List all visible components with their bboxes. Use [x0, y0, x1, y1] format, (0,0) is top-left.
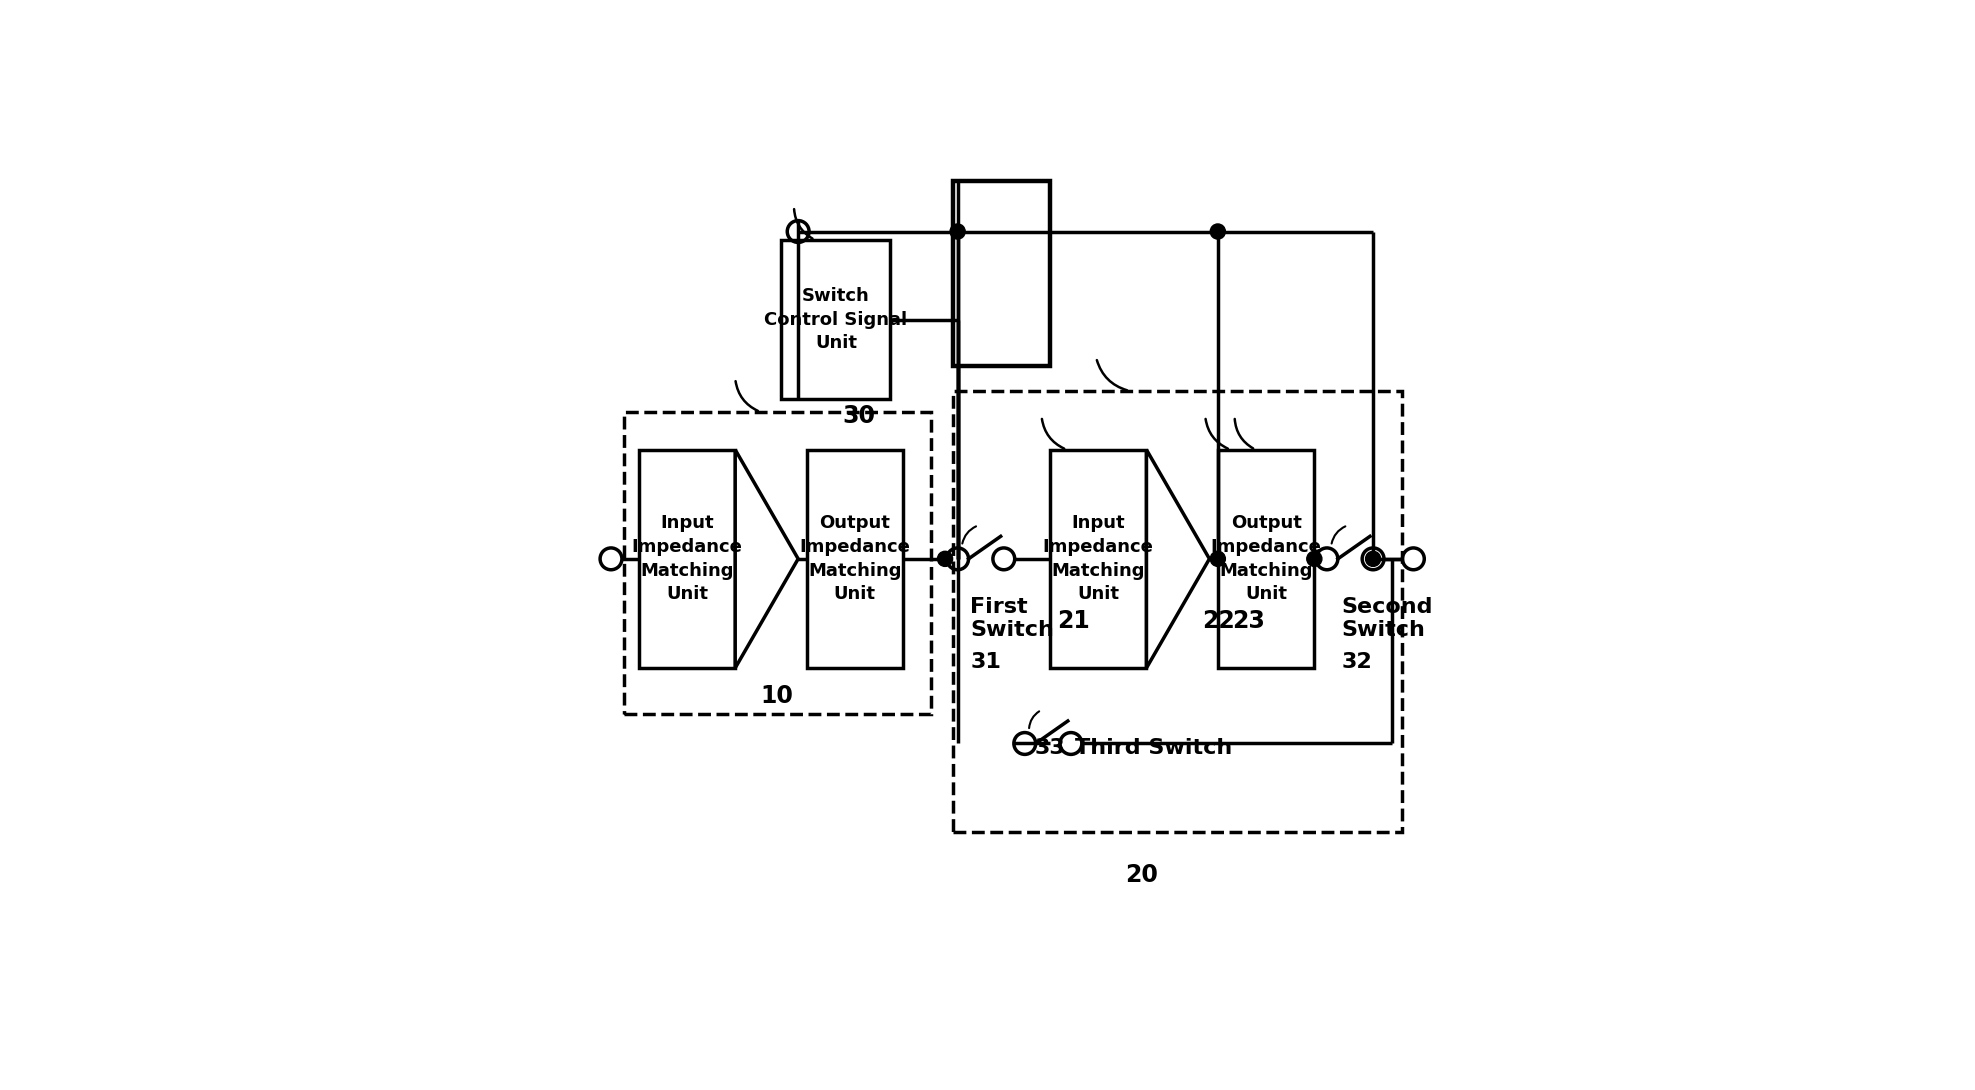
Circle shape [1365, 552, 1381, 567]
Text: 31: 31 [970, 652, 1001, 671]
Text: First
Switch: First Switch [970, 596, 1055, 640]
FancyBboxPatch shape [806, 450, 903, 668]
Text: 32: 32 [1341, 652, 1373, 671]
FancyBboxPatch shape [638, 450, 735, 668]
Text: 30: 30 [843, 404, 875, 428]
Text: Input
Impedance
Matching
Unit: Input Impedance Matching Unit [1043, 514, 1153, 603]
FancyBboxPatch shape [1219, 450, 1313, 668]
Text: Third Switch: Third Switch [1074, 738, 1232, 758]
Text: 22: 22 [1203, 608, 1234, 632]
Circle shape [1211, 552, 1224, 567]
FancyBboxPatch shape [782, 240, 891, 399]
Text: Input
Impedance
Matching
Unit: Input Impedance Matching Unit [632, 514, 743, 603]
Polygon shape [735, 450, 798, 668]
Text: 10: 10 [760, 685, 794, 708]
FancyBboxPatch shape [1051, 450, 1146, 668]
Text: Second
Switch: Second Switch [1341, 596, 1432, 640]
Text: 33: 33 [1035, 738, 1067, 758]
Circle shape [1307, 552, 1321, 567]
Text: Output
Impedance
Matching
Unit: Output Impedance Matching Unit [1211, 514, 1321, 603]
Circle shape [950, 223, 966, 239]
Text: 21: 21 [1057, 608, 1090, 632]
Circle shape [938, 552, 952, 567]
Text: Switch
Control Signal
Unit: Switch Control Signal Unit [764, 287, 907, 352]
Polygon shape [1146, 450, 1209, 668]
Text: Output
Impedance
Matching
Unit: Output Impedance Matching Unit [800, 514, 910, 603]
Circle shape [1211, 223, 1224, 239]
FancyBboxPatch shape [954, 181, 1051, 366]
Text: 20: 20 [1126, 863, 1159, 887]
Text: 23: 23 [1232, 608, 1264, 632]
